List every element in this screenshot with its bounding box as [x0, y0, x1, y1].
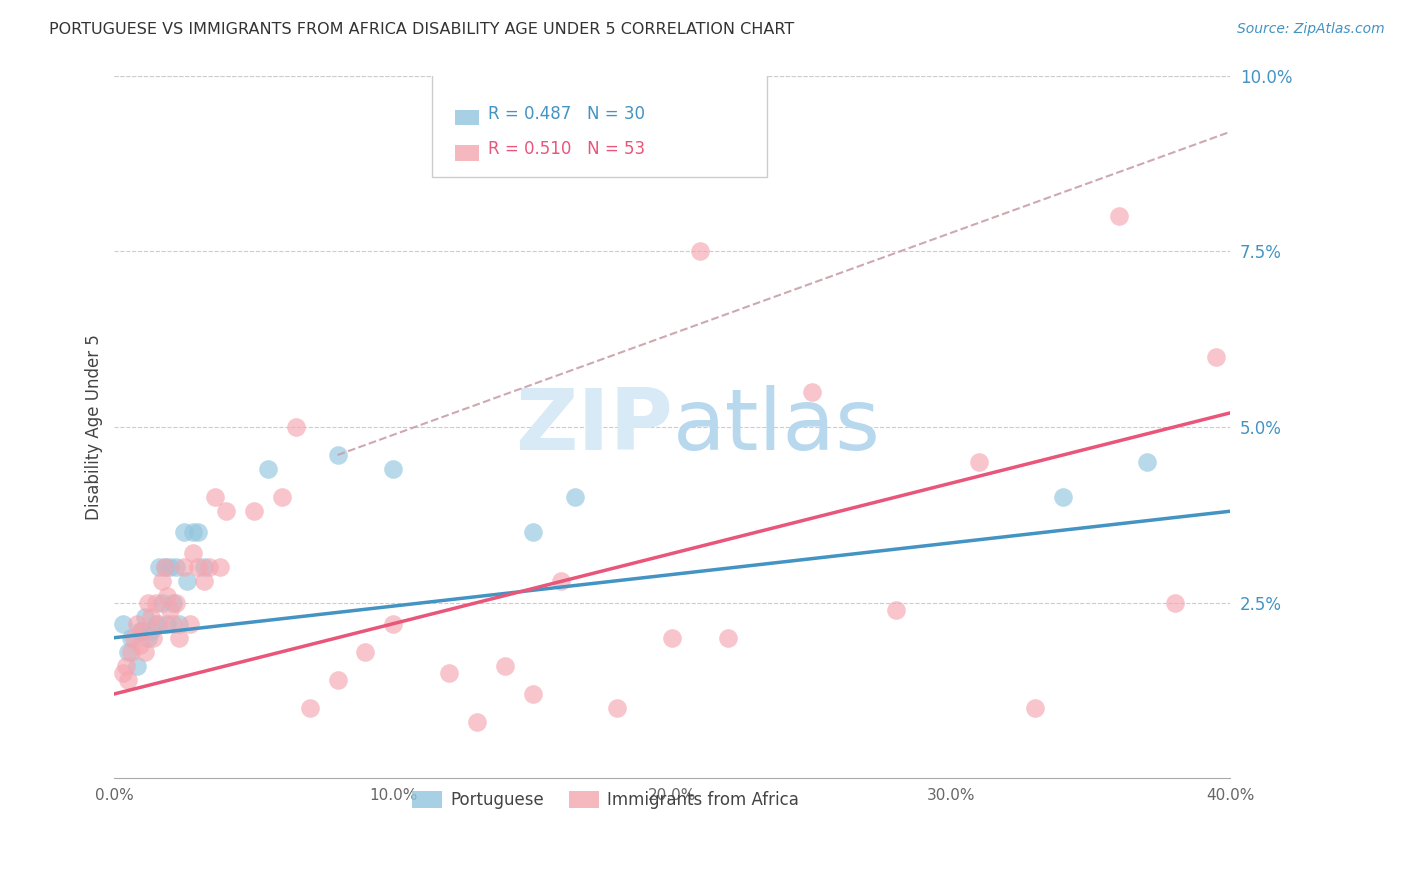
Text: ZIP: ZIP: [515, 385, 672, 468]
Text: PORTUGUESE VS IMMIGRANTS FROM AFRICA DISABILITY AGE UNDER 5 CORRELATION CHART: PORTUGUESE VS IMMIGRANTS FROM AFRICA DIS…: [49, 22, 794, 37]
Point: [131, 624, 153, 638]
Point: [150, 574, 173, 589]
FancyBboxPatch shape: [454, 145, 479, 161]
Point: [215, 504, 238, 518]
Point: [193, 560, 215, 574]
Text: Source: ZipAtlas.com: Source: ZipAtlas.com: [1237, 22, 1385, 37]
Point: [257, 462, 280, 476]
Point: [1052, 490, 1074, 504]
Point: [131, 624, 153, 638]
Point: [159, 602, 181, 616]
Point: [465, 714, 488, 729]
Point: [354, 645, 377, 659]
Point: [156, 616, 179, 631]
Point: [522, 525, 544, 540]
Point: [125, 616, 148, 631]
Point: [193, 574, 215, 589]
Point: [165, 560, 187, 574]
Point: [148, 616, 170, 631]
Point: [187, 525, 209, 540]
Point: [1108, 209, 1130, 223]
Point: [494, 658, 516, 673]
Point: [162, 596, 184, 610]
Point: [173, 560, 195, 574]
Point: [128, 638, 150, 652]
Point: [139, 609, 162, 624]
Point: [120, 645, 142, 659]
Point: [1205, 350, 1227, 364]
Point: [550, 574, 572, 589]
Point: [117, 645, 139, 659]
Point: [153, 560, 176, 574]
Point: [181, 525, 204, 540]
Point: [111, 616, 134, 631]
Point: [153, 560, 176, 574]
Point: [298, 701, 321, 715]
Point: [243, 504, 266, 518]
Point: [148, 560, 170, 574]
Point: [167, 616, 190, 631]
Point: [142, 631, 165, 645]
Point: [145, 596, 167, 610]
FancyBboxPatch shape: [454, 110, 479, 126]
Point: [134, 609, 156, 624]
Point: [717, 631, 740, 645]
Text: R = 0.487   N = 30: R = 0.487 N = 30: [488, 105, 645, 123]
Point: [136, 631, 159, 645]
Point: [689, 244, 711, 259]
Point: [209, 560, 232, 574]
Point: [111, 665, 134, 680]
Point: [120, 631, 142, 645]
Point: [162, 616, 184, 631]
Point: [167, 631, 190, 645]
Point: [606, 701, 628, 715]
Point: [437, 665, 460, 680]
Point: [181, 546, 204, 560]
Text: atlas: atlas: [672, 385, 880, 468]
Point: [198, 560, 221, 574]
Point: [156, 589, 179, 603]
Point: [270, 490, 292, 504]
Point: [204, 490, 226, 504]
Point: [382, 462, 405, 476]
Point: [117, 673, 139, 687]
Legend: Portuguese, Immigrants from Africa: Portuguese, Immigrants from Africa: [405, 784, 806, 815]
Point: [128, 624, 150, 638]
Point: [134, 645, 156, 659]
Point: [661, 631, 683, 645]
Point: [1024, 701, 1046, 715]
Point: [284, 420, 307, 434]
Point: [165, 596, 187, 610]
Point: [173, 525, 195, 540]
Point: [1163, 596, 1185, 610]
Point: [114, 658, 136, 673]
Point: [522, 687, 544, 701]
Point: [326, 673, 349, 687]
Text: R = 0.510   N = 53: R = 0.510 N = 53: [488, 140, 645, 158]
Point: [326, 448, 349, 462]
Point: [179, 616, 201, 631]
Y-axis label: Disability Age Under 5: Disability Age Under 5: [86, 334, 103, 520]
Point: [122, 631, 145, 645]
Point: [125, 658, 148, 673]
Point: [884, 602, 907, 616]
Point: [145, 616, 167, 631]
Point: [800, 384, 823, 399]
Point: [136, 596, 159, 610]
Point: [564, 490, 586, 504]
FancyBboxPatch shape: [433, 69, 768, 178]
Point: [1136, 455, 1159, 469]
Point: [967, 455, 990, 469]
Point: [187, 560, 209, 574]
Point: [382, 616, 405, 631]
Point: [159, 560, 181, 574]
Point: [139, 624, 162, 638]
Point: [176, 574, 198, 589]
Point: [150, 596, 173, 610]
